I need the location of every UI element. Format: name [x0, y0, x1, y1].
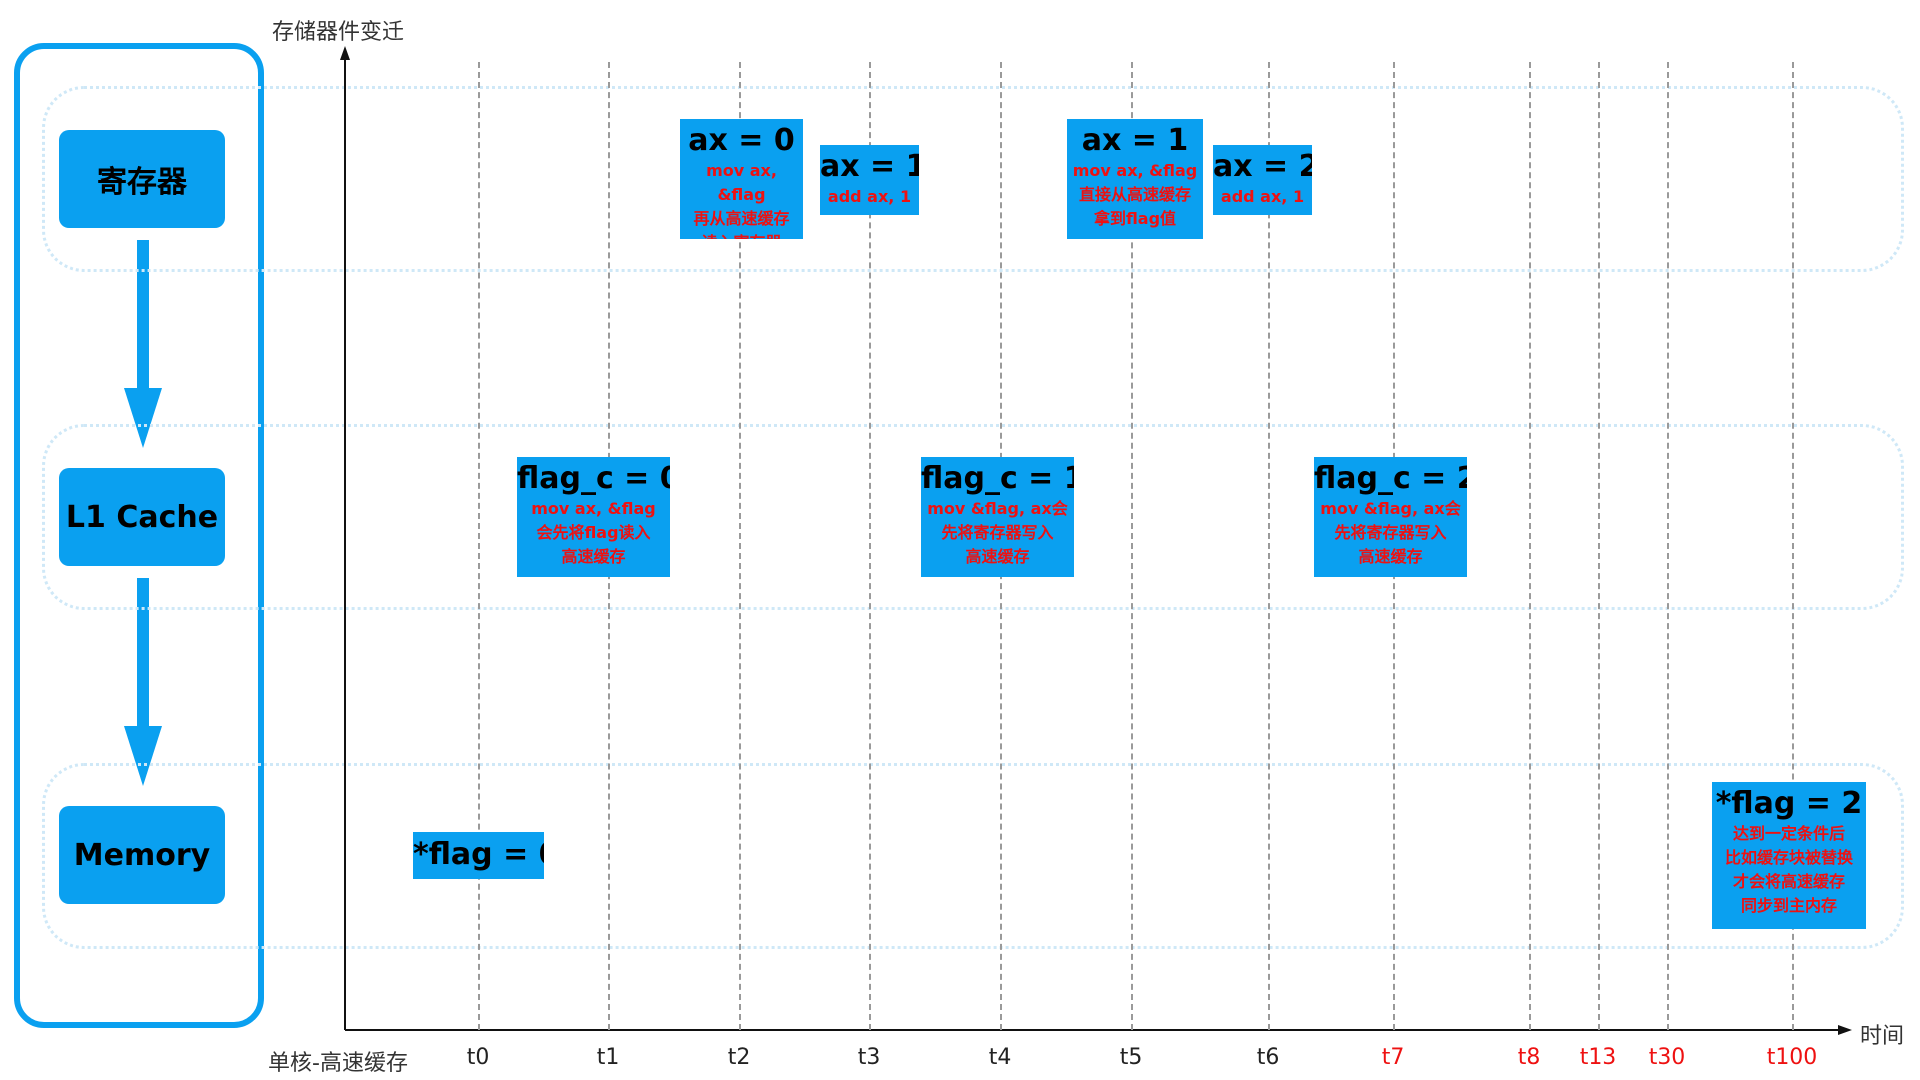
- time-tick-label: t30: [1648, 1045, 1686, 1070]
- time-gridline: [1529, 62, 1531, 1030]
- time-gridline: [1268, 62, 1270, 1030]
- state-value: flag_c = 0: [517, 461, 670, 496]
- state-value: ax = 1: [1081, 123, 1189, 158]
- time-gridline: [1131, 62, 1133, 1030]
- storage-hierarchy-frame: [14, 43, 264, 1028]
- state-value: ax = 1: [820, 149, 919, 184]
- state-note: add ax, 1: [827, 187, 912, 206]
- time-tick-label: t7: [1381, 1045, 1405, 1070]
- state-value: ax = 0: [688, 123, 795, 158]
- state-card-cache-t7: flag_c = 2 mov &flag, ax会 先将寄存器写入 高速缓存: [1314, 457, 1467, 577]
- y-axis-arrow-head: [340, 46, 350, 60]
- cache-to-memory-arrow-shaft: [137, 578, 149, 728]
- memory-box: Memory: [59, 806, 225, 904]
- register-box: 寄存器: [59, 130, 225, 228]
- memory-lane: [42, 763, 1904, 949]
- time-gridline: [869, 62, 871, 1030]
- time-tick-label: t2: [727, 1045, 751, 1070]
- time-tick-label: t13: [1579, 1045, 1617, 1070]
- time-tick-label: t5: [1119, 1045, 1143, 1070]
- x-axis-label: 时间: [1860, 1024, 1905, 1049]
- time-tick-label: t4: [988, 1045, 1012, 1070]
- state-card-reg-t2: ax = 0 mov ax, &flag 再从高速缓存 读入寄存器: [680, 119, 803, 239]
- time-tick-label: t100: [1766, 1045, 1818, 1070]
- time-tick-label: t6: [1256, 1045, 1280, 1070]
- state-card-cache-t1: flag_c = 0 mov ax, &flag 会先将flag读入 高速缓存: [517, 457, 670, 577]
- time-gridline: [1792, 62, 1794, 1030]
- l1-cache-box: L1 Cache: [59, 468, 225, 566]
- register-to-cache-arrow-head: [124, 388, 162, 448]
- register-lane: [42, 86, 1904, 272]
- state-card-cache-t4: flag_c = 1 mov &flag, ax会 先将寄存器写入 高速缓存: [921, 457, 1074, 577]
- time-gridline: [739, 62, 741, 1030]
- x-axis-arrow-head: [1838, 1025, 1852, 1035]
- state-value: *flag = 2: [1715, 786, 1863, 821]
- state-card-reg-t6: ax = 2 add ax, 1: [1213, 145, 1312, 215]
- time-gridline: [1598, 62, 1600, 1030]
- state-card-mem-t100: *flag = 2 达到一定条件后 比如缓存块被替换 才会将高速缓存 同步到主内…: [1712, 782, 1866, 929]
- state-note: 达到一定条件后 比如缓存块被替换 才会将高速缓存 同步到主内存: [1724, 824, 1853, 915]
- state-note: add ax, 1: [1220, 187, 1305, 206]
- state-value: *flag = 0: [413, 837, 544, 872]
- time-gridline: [1667, 62, 1669, 1030]
- state-note: mov ax, &flag 会先将flag读入 高速缓存: [531, 499, 656, 566]
- cache-to-memory-arrow-head: [124, 726, 162, 786]
- state-note: mov &flag, ax会 先将寄存器写入 高速缓存: [927, 499, 1068, 566]
- state-card-reg-t3: ax = 1 add ax, 1: [820, 145, 919, 215]
- state-value: flag_c = 1: [921, 461, 1074, 496]
- state-note: mov &flag, ax会 先将寄存器写入 高速缓存: [1320, 499, 1461, 566]
- cache-lane: [42, 424, 1904, 610]
- state-note: mov ax, &flag 再从高速缓存 读入寄存器: [693, 161, 790, 239]
- state-card-reg-t5: ax = 1 mov ax, &flag 直接从高速缓存 拿到flag值: [1067, 119, 1203, 239]
- time-tick-label: t0: [466, 1045, 490, 1070]
- time-tick-label: t8: [1517, 1045, 1541, 1070]
- y-axis-label: 存储器件变迁: [272, 20, 405, 45]
- state-note: mov ax, &flag 直接从高速缓存 拿到flag值: [1072, 161, 1198, 228]
- state-card-mem-t0: *flag = 0: [413, 832, 544, 879]
- state-value: flag_c = 2: [1314, 461, 1467, 496]
- state-value: ax = 2: [1213, 149, 1312, 184]
- register-to-cache-arrow-shaft: [137, 240, 149, 390]
- time-tick-label: t1: [596, 1045, 620, 1070]
- time-gridline: [478, 62, 480, 1030]
- time-tick-label: t3: [857, 1045, 881, 1070]
- mode-label: 单核-高速缓存: [268, 1051, 408, 1076]
